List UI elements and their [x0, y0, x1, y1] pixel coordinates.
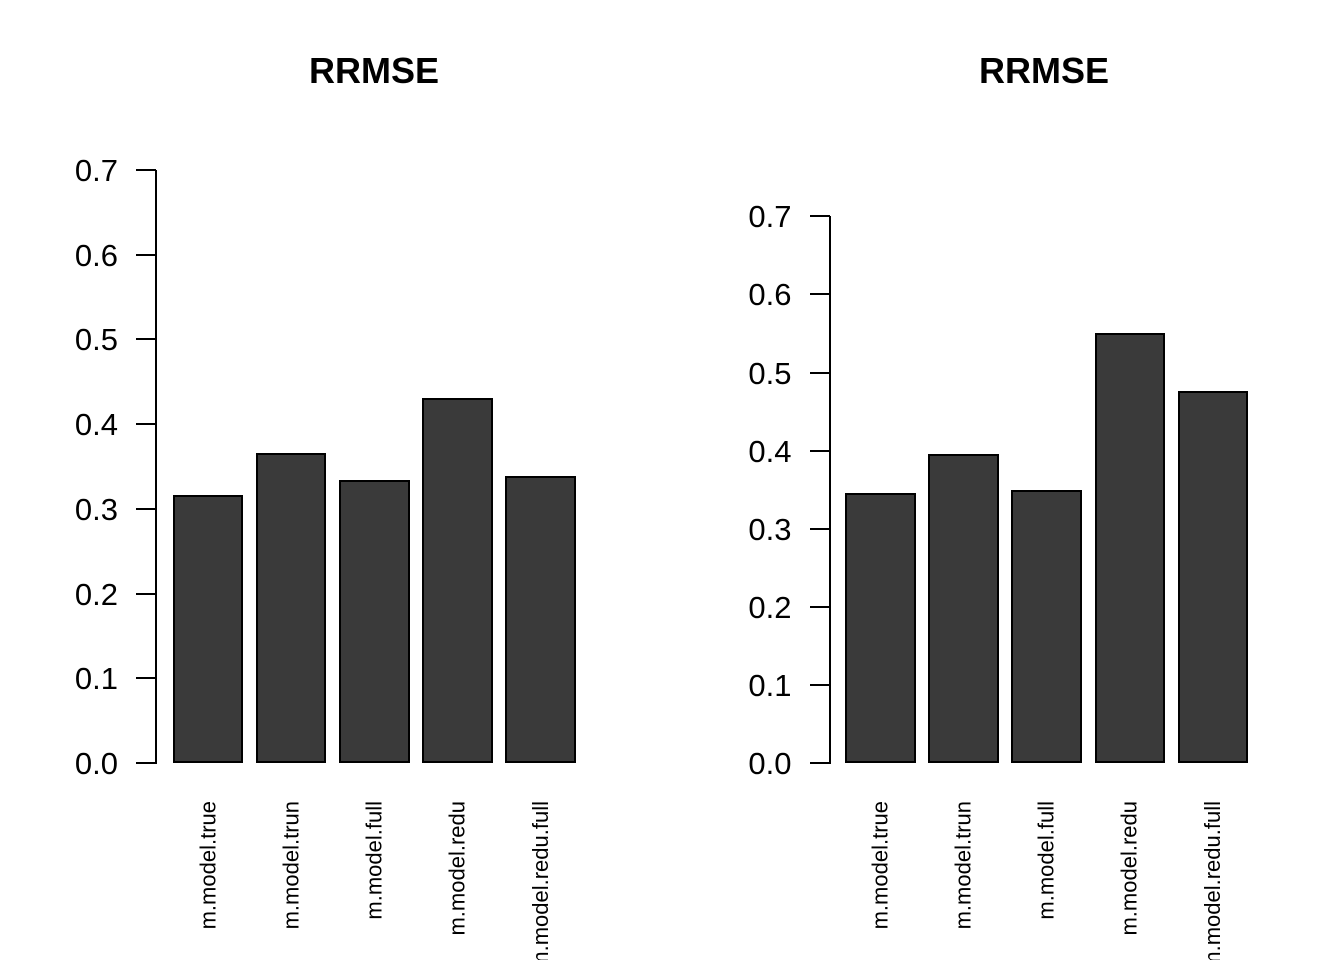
- y-axis-tick: [136, 423, 156, 426]
- y-axis-tick: [809, 605, 830, 608]
- y-axis-tick: [809, 683, 830, 686]
- x-category-label: m.model.full: [1033, 801, 1059, 920]
- y-tick-label: 0.0: [748, 746, 792, 781]
- y-axis-tick: [136, 253, 156, 256]
- y-tick-label: 0.3: [74, 491, 118, 527]
- x-category-label: m.model.redu.full: [527, 801, 553, 960]
- y-tick-label: 0.2: [748, 589, 792, 625]
- y-axis-tick: [809, 762, 830, 764]
- y-axis-line: [155, 170, 157, 764]
- chart-title: RRMSE: [308, 50, 440, 91]
- x-category-label: m.model.redu.full: [1200, 801, 1226, 960]
- y-axis-tick: [136, 169, 156, 171]
- y-axis-tick: [809, 527, 830, 530]
- y-axis-tick: [136, 762, 156, 764]
- y-tick-label: 0.7: [74, 153, 118, 188]
- x-category-label: m.model.trun: [278, 801, 304, 930]
- y-tick-label: 0.1: [748, 667, 792, 703]
- bar: [172, 495, 244, 763]
- bar: [845, 492, 916, 763]
- y-tick-label: 0.0: [74, 746, 118, 781]
- y-axis-tick: [136, 338, 156, 341]
- right-chart: RRMSE 0.0 0.1 0.2 0.3 0.4 0.5 0.6 0.7 m.model.tr…: [672, 0, 1344, 960]
- bar: [421, 397, 493, 763]
- x-category-label: m.model.true: [195, 801, 220, 930]
- y-axis-tick: [809, 215, 830, 218]
- y-tick-label: 0.4: [748, 433, 792, 469]
- bar: [255, 452, 327, 763]
- bar: [1177, 390, 1249, 763]
- y-tick-label: 0.5: [74, 322, 118, 358]
- y-tick-label: 0.4: [74, 407, 118, 443]
- x-category-label: m.model.full: [361, 801, 387, 920]
- bar: [338, 480, 410, 763]
- x-category-label: m.model.redu: [1116, 801, 1142, 936]
- y-tick-label: 0.7: [748, 199, 792, 235]
- y-axis-tick: [809, 371, 830, 374]
- y-axis-tick: [809, 293, 830, 296]
- y-tick-label: 0.2: [74, 576, 118, 612]
- bar: [928, 453, 999, 763]
- chart-title: RRMSE: [978, 50, 1110, 91]
- y-tick-label: 0.5: [748, 355, 792, 391]
- bar: [1011, 490, 1082, 763]
- x-category-label: m.model.trun: [950, 801, 976, 930]
- bar: [505, 475, 576, 763]
- y-axis-tick: [136, 507, 156, 510]
- left-chart: RRMSE 0.0 0.1 0.2 0.3 0.4 0.5 0.6 0.7 m.model.tr…: [74, 50, 576, 960]
- x-category-label: m.model.true: [867, 801, 893, 930]
- y-tick-label: 0.6: [74, 237, 118, 273]
- y-tick-label: 0.3: [748, 511, 792, 547]
- y-tick-label: 0.1: [74, 661, 118, 697]
- y-axis-tick: [136, 677, 156, 680]
- y-axis-tick: [136, 592, 156, 595]
- x-category-label: m.model.redu: [444, 801, 470, 936]
- y-axis-tick: [809, 449, 830, 452]
- y-tick-label: 0.6: [748, 277, 792, 313]
- bar: [1094, 332, 1166, 763]
- y-axis-line: [828, 216, 831, 764]
